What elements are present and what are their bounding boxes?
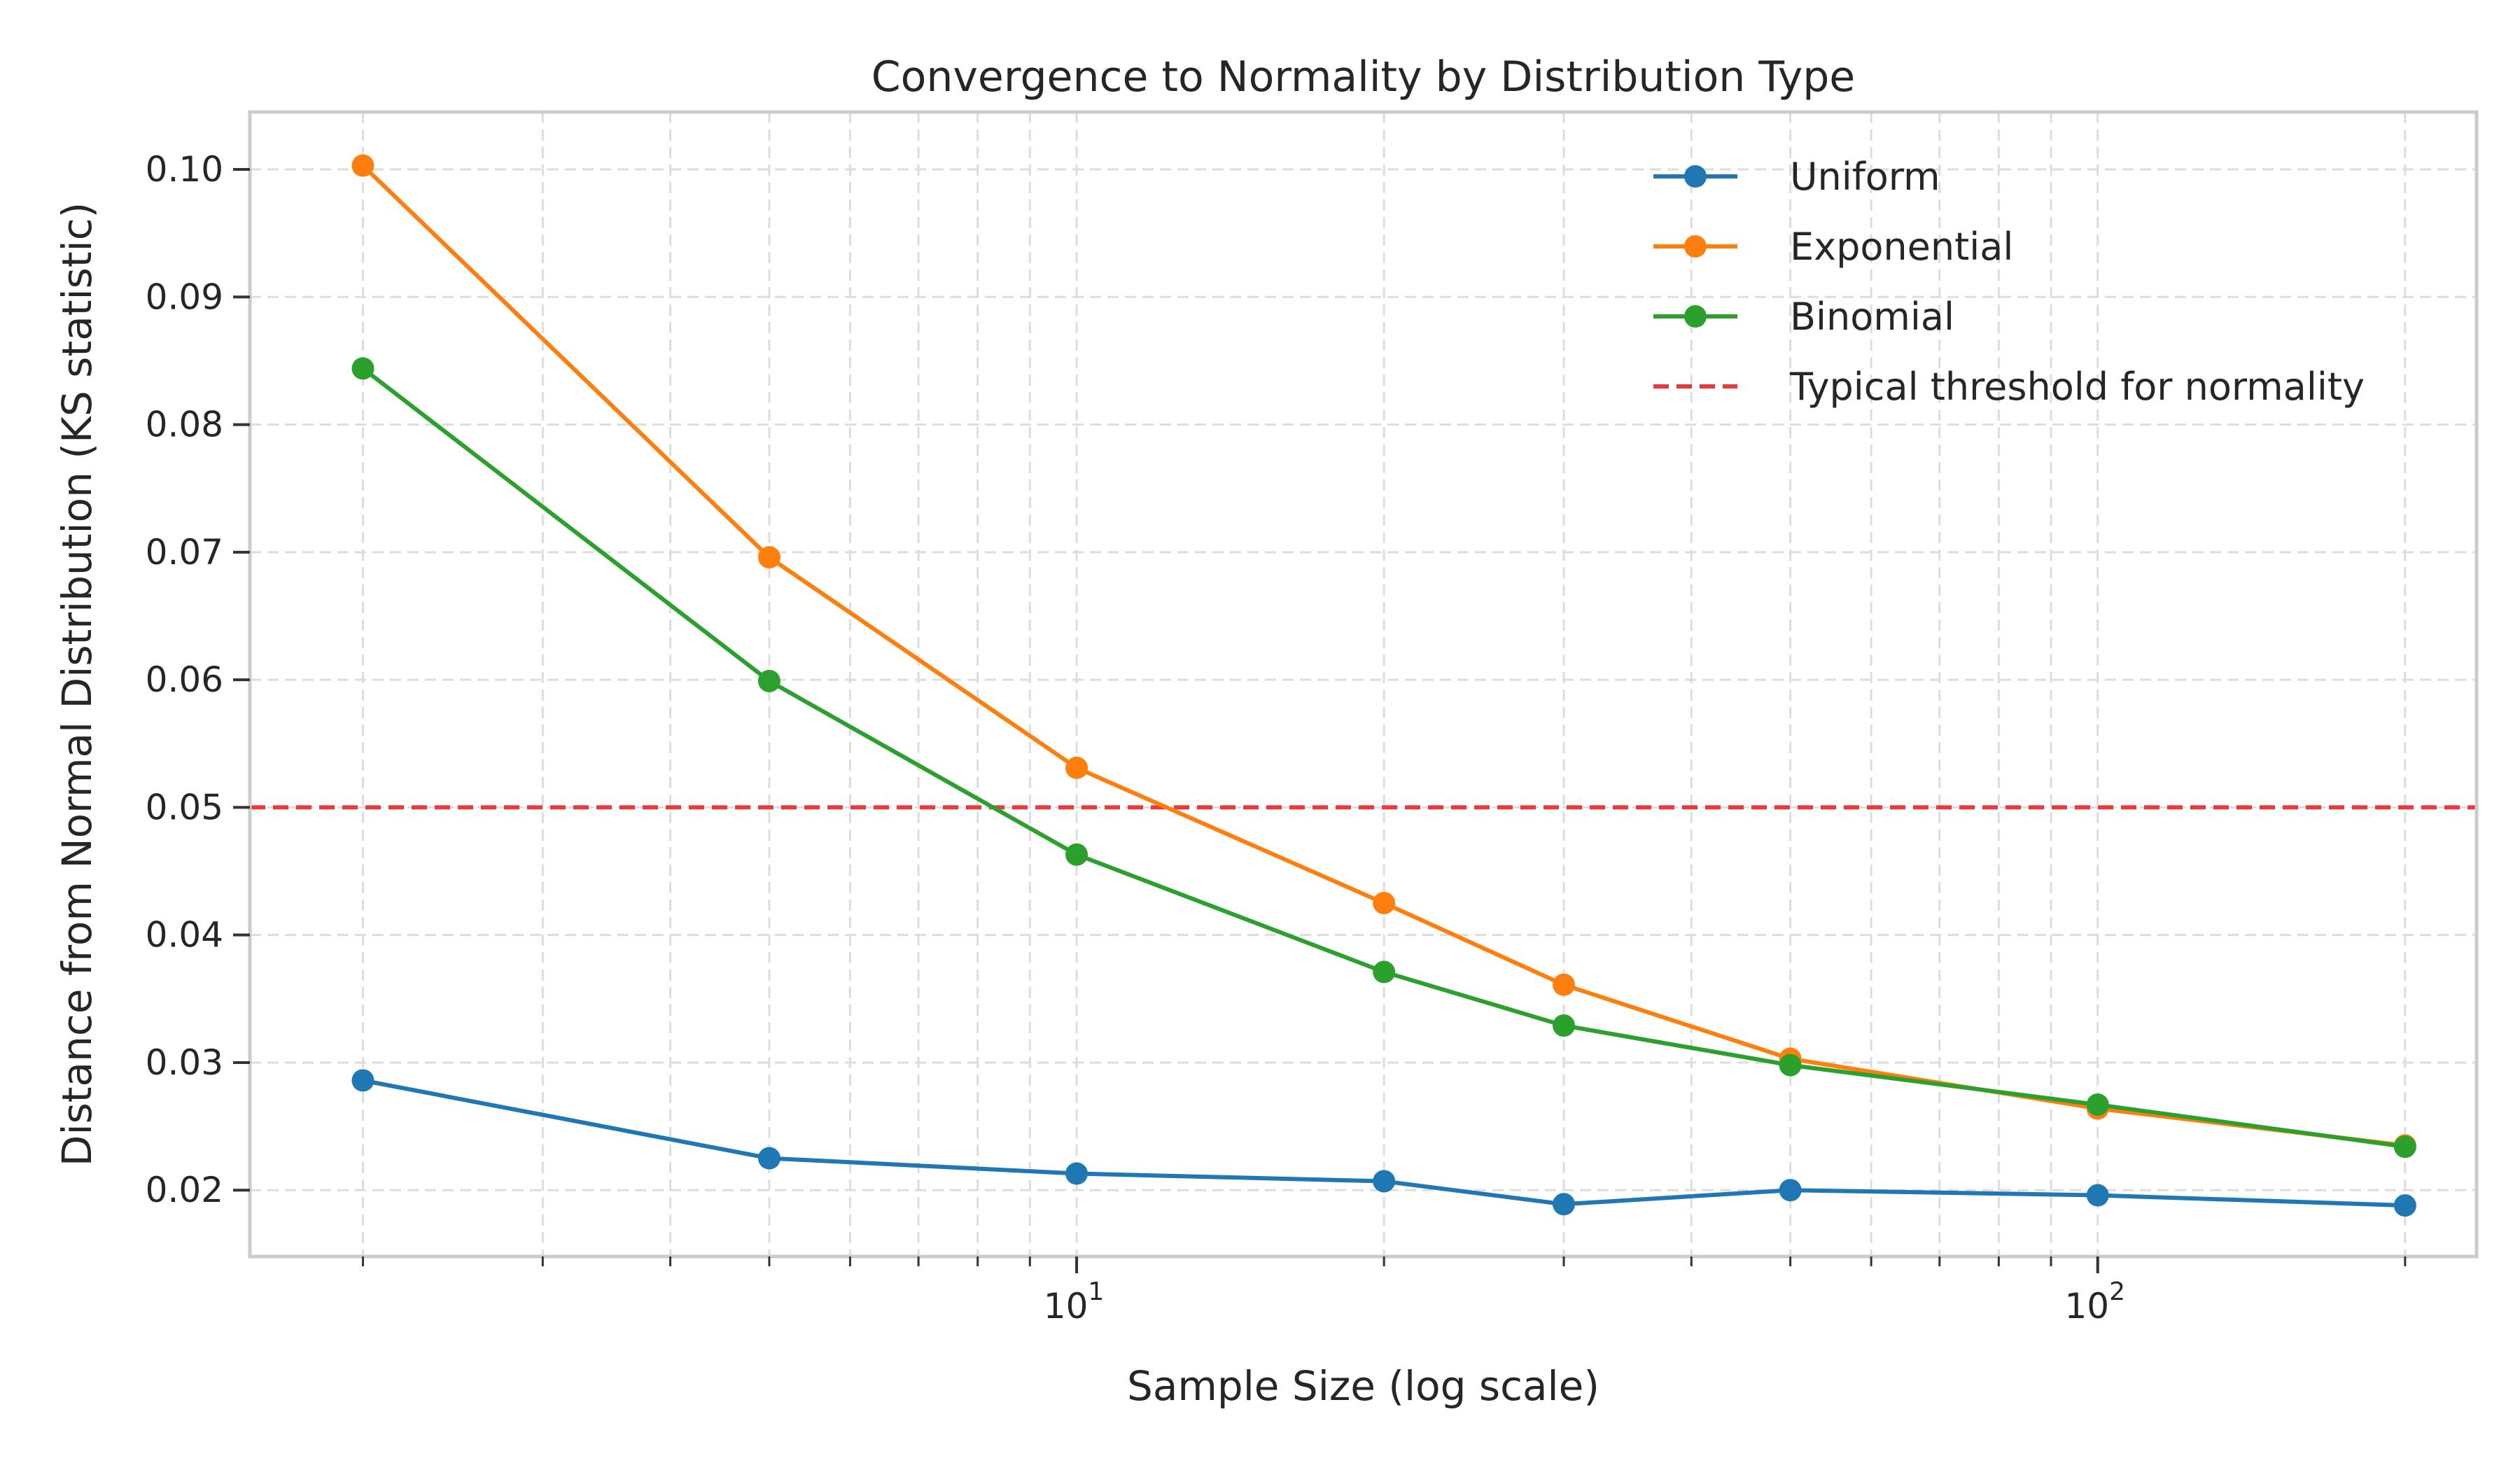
- data-point-exponential: [1373, 892, 1396, 915]
- data-point-binomial: [1553, 1014, 1576, 1037]
- axis-ticks: 101 102 0.02 0.03 0.04 0.05 0.06 0.07 0.08 0.09 0.…: [146, 149, 2407, 1326]
- series-line-uniform: [362, 1078, 2405, 1208]
- data-point-exponential: [351, 154, 374, 177]
- data-point-binomial: [1373, 960, 1396, 983]
- y-tick-label: 0.10: [146, 149, 223, 190]
- legend-label: Binomial: [1790, 295, 1954, 339]
- data-point-uniform: [2086, 1184, 2109, 1207]
- legend-swatch-marker: [1684, 165, 1707, 188]
- data-point-exponential: [1065, 756, 1088, 779]
- legend-item: Typical threshold for normality: [1653, 365, 2365, 409]
- chart-title: Convergence to Normality by Distribution…: [872, 52, 1855, 102]
- legend: Uniform Exponential Binomial Typical thresh…: [1653, 155, 2365, 409]
- y-tick-label: 0.03: [146, 1042, 223, 1083]
- x-axis-label: Sample Size (log scale): [1127, 1362, 1600, 1410]
- legend-item: Exponential: [1653, 225, 2013, 269]
- data-point-binomial: [1779, 1054, 1802, 1077]
- y-tick-label: 0.02: [146, 1170, 223, 1210]
- legend-item: Binomial: [1653, 295, 1954, 339]
- y-tick-label: 0.08: [146, 405, 223, 445]
- y-tick-label: 0.07: [146, 532, 223, 573]
- data-point-binomial: [757, 669, 780, 692]
- x-tick-label: 101: [1044, 1278, 1105, 1326]
- data-point-binomial: [351, 357, 374, 380]
- legend-swatch-marker: [1684, 305, 1707, 328]
- data-point-exponential: [757, 546, 780, 569]
- y-tick-label: 0.05: [146, 787, 223, 827]
- data-point-uniform: [757, 1147, 780, 1170]
- y-tick-label: 0.09: [146, 276, 223, 317]
- data-point-binomial: [2086, 1093, 2109, 1116]
- y-tick-label: 0.06: [146, 659, 223, 700]
- data-point-exponential: [1553, 973, 1576, 996]
- legend-item: Uniform: [1653, 155, 1940, 199]
- y-tick-label: 0.04: [146, 915, 223, 955]
- y-axis-label: Distance from Normal Distribution (KS st…: [53, 202, 101, 1166]
- legend-label: Exponential: [1790, 225, 2013, 269]
- series-line-exponential: [361, 164, 2406, 1148]
- series-binomial: [351, 357, 2416, 1158]
- data-point-uniform: [2393, 1194, 2416, 1217]
- legend-label: Uniform: [1790, 155, 1940, 199]
- legend-swatch-marker: [1684, 235, 1707, 258]
- data-point-binomial: [2393, 1135, 2416, 1158]
- series-uniform: [351, 1069, 2416, 1217]
- data-point-uniform: [1553, 1193, 1576, 1216]
- data-point-uniform: [1779, 1179, 1802, 1202]
- data-point-binomial: [1065, 843, 1088, 866]
- series-layer: [351, 154, 2416, 1217]
- legend-label: Typical threshold for normality: [1789, 365, 2365, 409]
- series-line-binomial: [361, 367, 2406, 1149]
- data-point-uniform: [1373, 1170, 1396, 1193]
- data-point-uniform: [351, 1069, 374, 1092]
- data-point-uniform: [1065, 1162, 1088, 1185]
- plot-frame: [248, 110, 2479, 1259]
- x-tick-label: 102: [2064, 1278, 2125, 1326]
